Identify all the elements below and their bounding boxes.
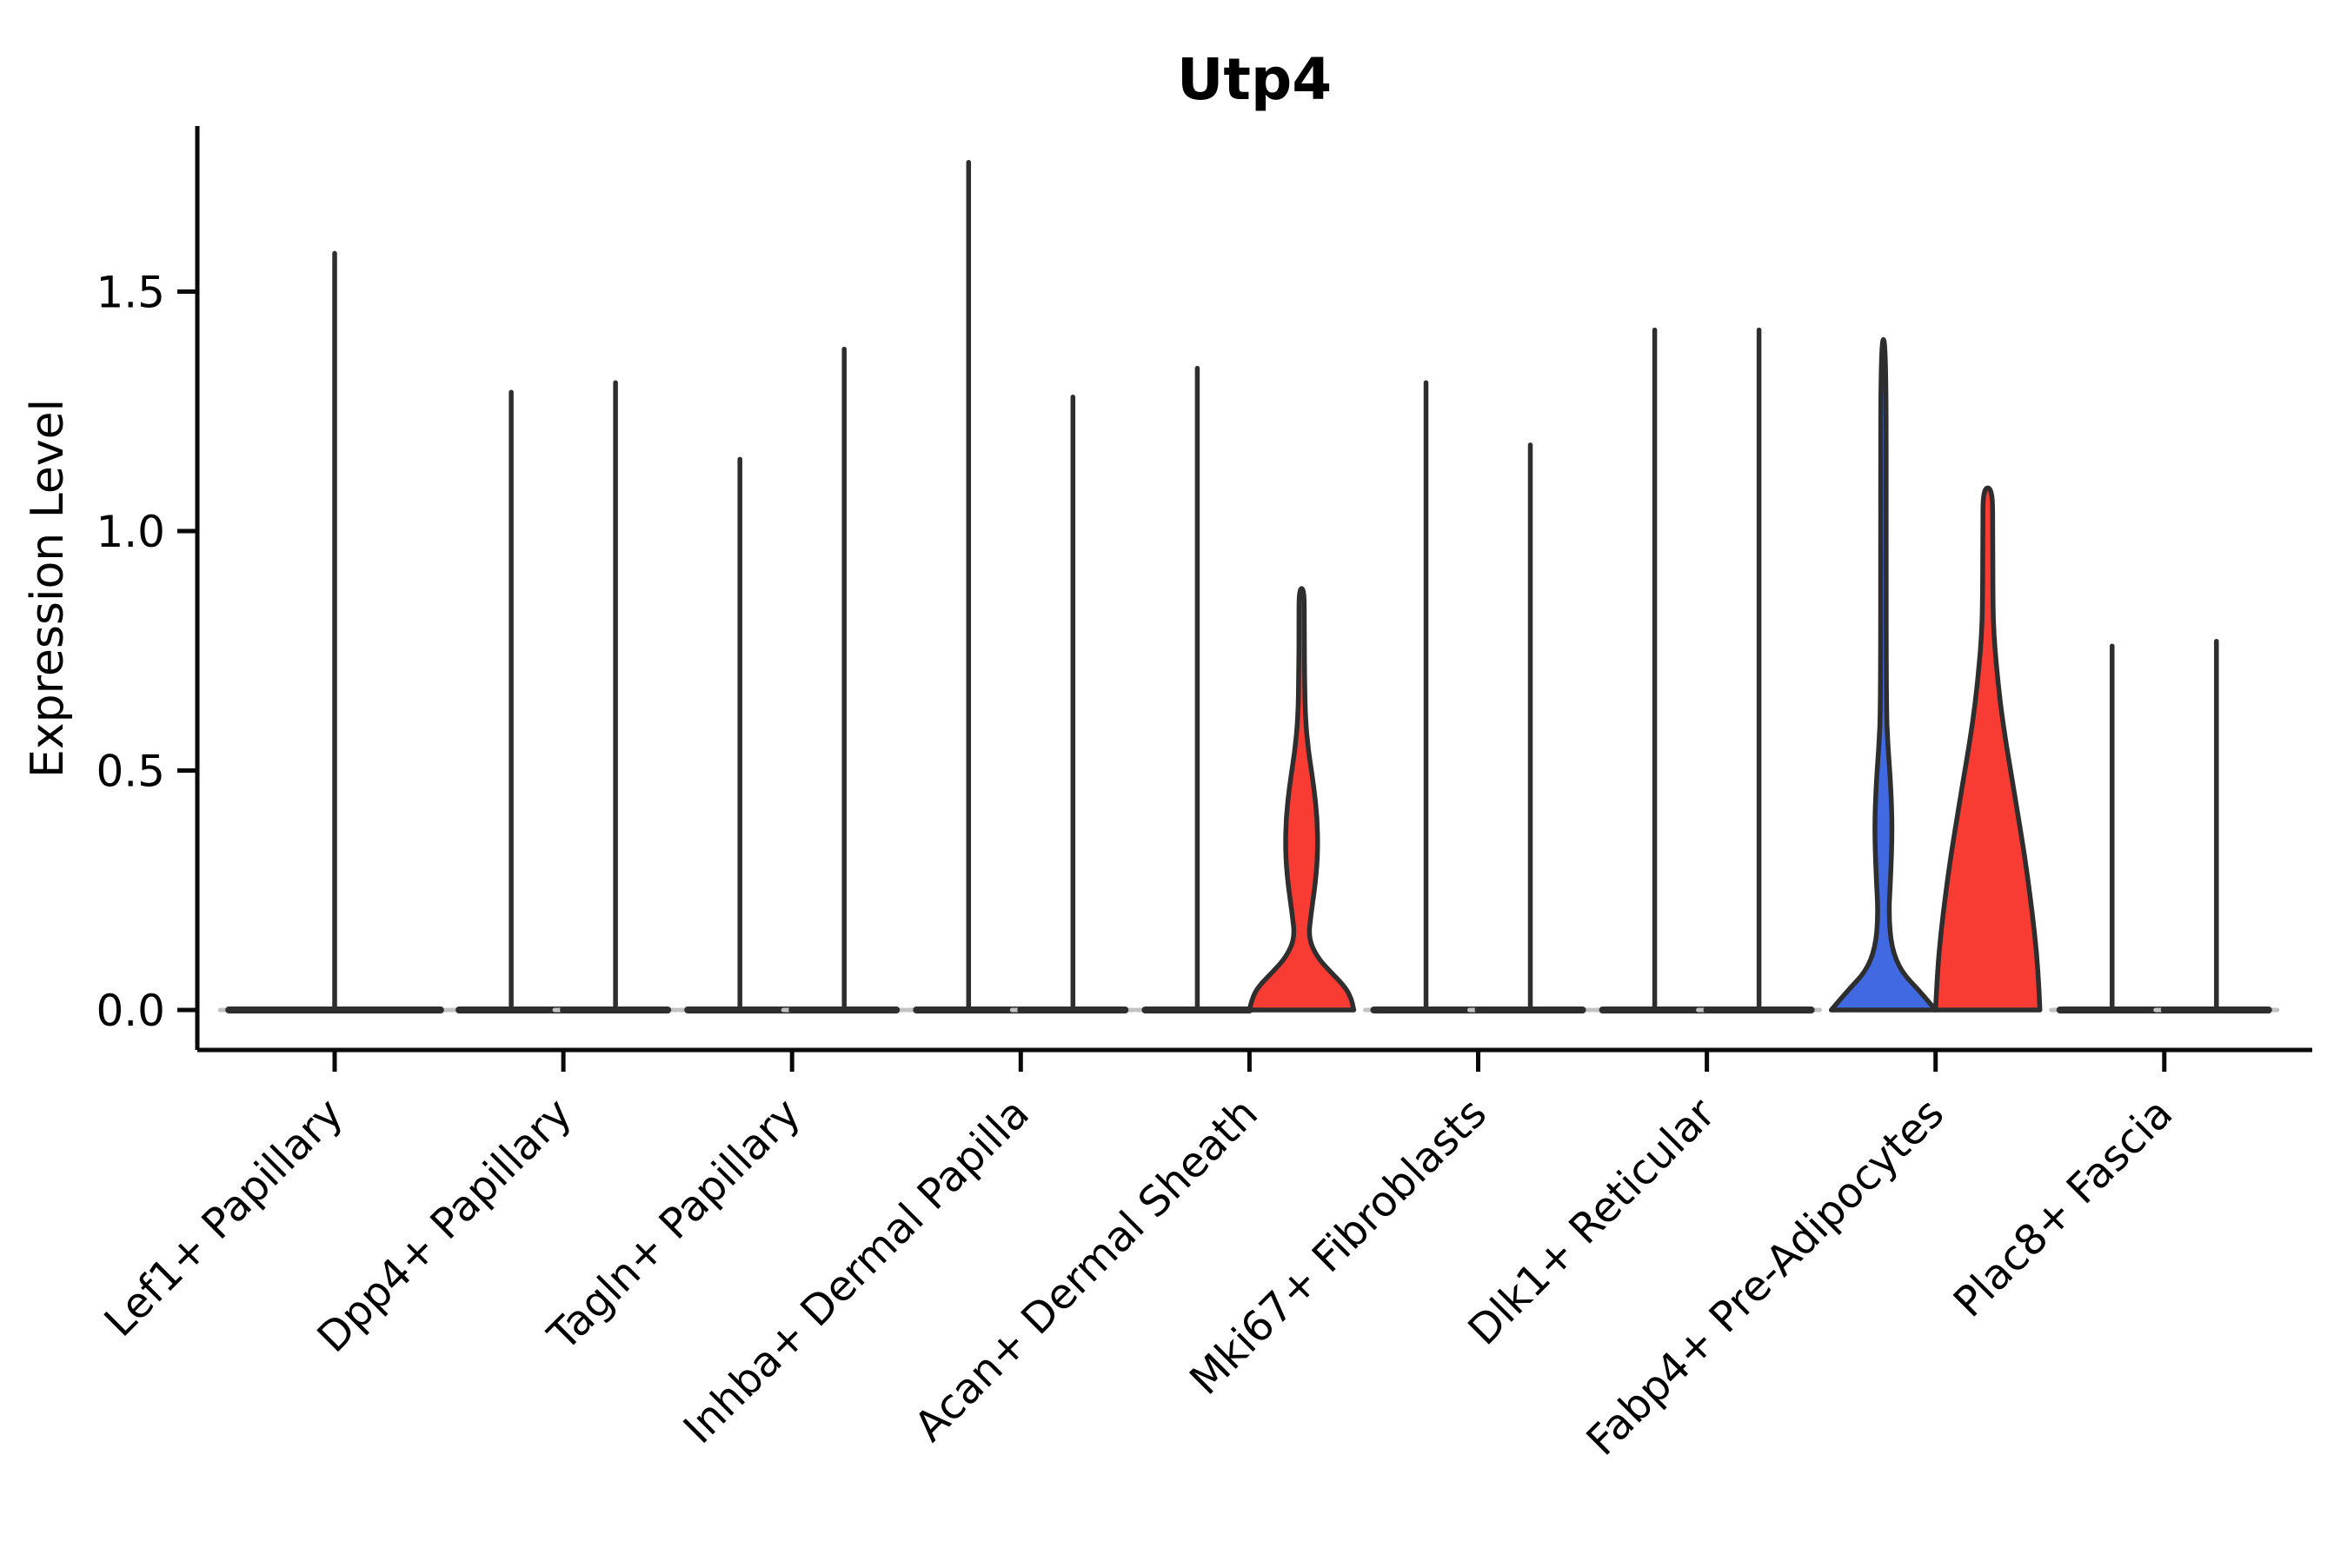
violin-acan-dermal-sheath-right [1247, 586, 1357, 1013]
y-tick-label-0.5: 0.5 [96, 747, 165, 797]
violin-fabp4-pre-adipocytes-left [1828, 336, 1938, 1013]
x-tick-label-tagln-papillary: Tagln+ Papillary [538, 1089, 809, 1360]
violins-layer [217, 159, 2280, 1013]
x-tick-label-plac8-fascia: Plac8+ Fascia [1945, 1089, 2183, 1327]
x-tick-label-dlk1-reticular: Dlk1+ Reticular [1459, 1089, 1725, 1355]
y-tick-label-1.0: 1.0 [96, 507, 165, 557]
x-tick-label-dpp4-papillary: Dpp4+ Papillary [309, 1089, 582, 1362]
violin-fabp4-pre-adipocytes-right [1932, 485, 2043, 1013]
y-axis-label: Expression Level [22, 399, 74, 778]
chart-title: Utp4 [1177, 46, 1332, 113]
x-tick-label-lef1-papillary: Lef1+ Papillary [96, 1089, 353, 1346]
y-tick-label-0.0: 0.0 [96, 986, 165, 1036]
y-tick-label-1.5: 1.5 [96, 268, 165, 318]
